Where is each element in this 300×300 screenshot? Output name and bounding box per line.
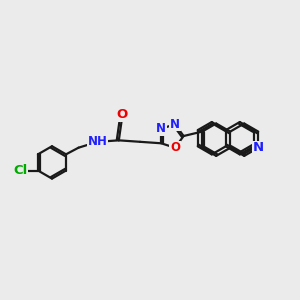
Text: NH: NH (88, 135, 108, 148)
Text: N: N (253, 141, 264, 154)
Text: O: O (116, 108, 128, 121)
Text: O: O (170, 141, 180, 154)
Text: N: N (156, 122, 166, 135)
Text: N: N (170, 118, 180, 131)
Text: Cl: Cl (13, 164, 27, 177)
